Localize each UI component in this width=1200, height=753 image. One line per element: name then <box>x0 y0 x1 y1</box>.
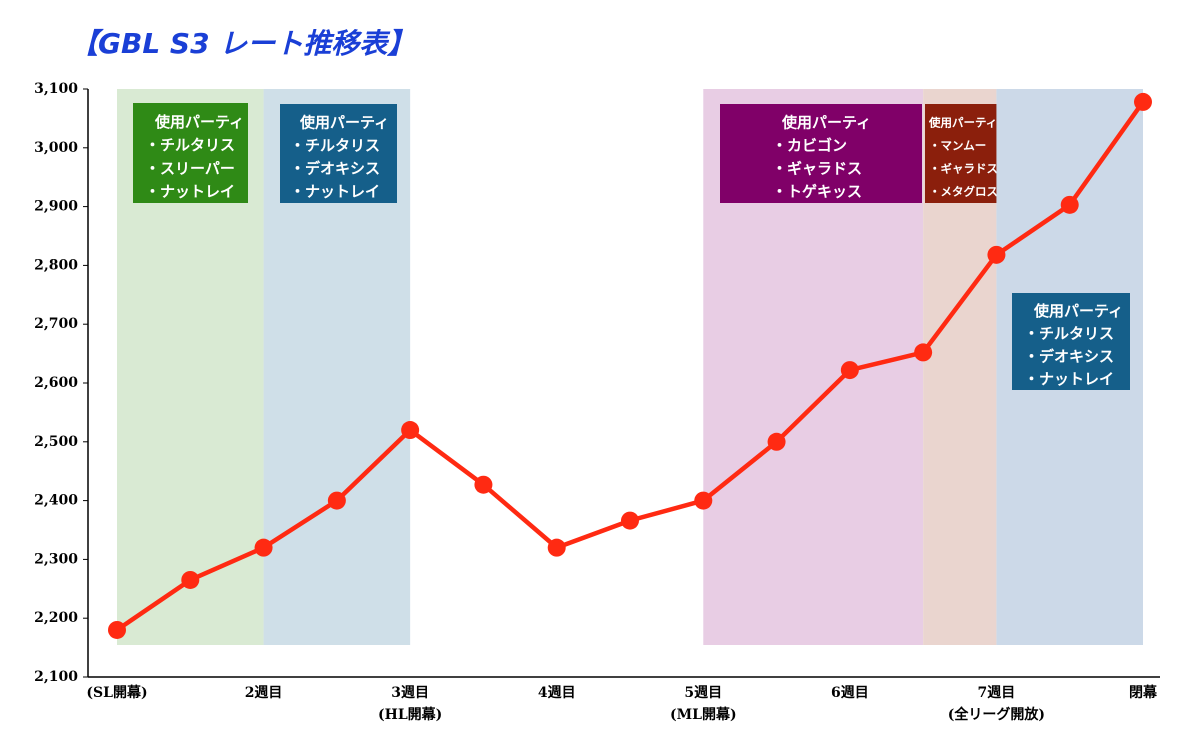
x-tick-label: 3週目 <box>391 685 429 701</box>
party-box <box>925 104 997 203</box>
point <box>767 432 786 451</box>
point <box>327 491 346 510</box>
party-box-item: ・チルタリス <box>290 137 380 155</box>
point <box>108 620 126 639</box>
party-box-item: ・ギャラドス <box>929 162 998 176</box>
point <box>621 511 639 530</box>
party-box-title: 使用パーティ <box>299 114 389 132</box>
x-tick-note: (ML開幕) <box>670 706 737 723</box>
y-tick-label: 2,900 <box>34 199 78 215</box>
x-tick-note: (全リーグ開放) <box>948 706 1045 723</box>
y-tick-label: 3,100 <box>34 81 78 97</box>
party-box-item: ・チルタリス <box>145 136 235 154</box>
y-tick-label: 2,100 <box>34 669 78 685</box>
party-box-title: 使用パーティ <box>1033 302 1123 320</box>
point <box>987 245 1006 264</box>
y-tick-label: 2,200 <box>34 610 78 626</box>
party-box-item: ・スリーパー <box>145 159 235 177</box>
x-tick-label: (SL開幕) <box>86 684 147 701</box>
x-tick-label: 2週目 <box>245 685 283 701</box>
party-box-item: ・メタグロス <box>929 185 998 199</box>
point <box>1134 92 1152 111</box>
point <box>840 361 859 380</box>
x-tick-label: 4週目 <box>538 685 576 701</box>
y-tick-label: 2,800 <box>34 257 78 273</box>
y-tick-label: 2,700 <box>34 316 78 332</box>
y-tick-label: 3,000 <box>34 140 78 156</box>
party-box <box>1012 293 1130 390</box>
party-box-item: ・ナットレイ <box>1024 370 1114 388</box>
point <box>254 538 273 557</box>
party-box-item: ・ナットレイ <box>145 183 235 201</box>
party-box-item: ・マンムー <box>929 139 986 153</box>
chart-title: 【GBL S3 レート推移表】 <box>70 27 415 60</box>
party-box-title: 使用パーティ <box>928 116 997 130</box>
x-tick-note: (HL開幕) <box>378 706 442 723</box>
party-box-item: ・デオキシス <box>1024 347 1114 365</box>
x-tick-label: 閉幕 <box>1129 684 1158 701</box>
party-box-item: ・ギャラドス <box>772 160 862 178</box>
point <box>474 475 493 494</box>
party-box <box>720 104 922 203</box>
x-tick-label: 5週目 <box>684 685 722 701</box>
party-box-title: 使用パーティ <box>781 114 871 132</box>
point <box>547 538 566 557</box>
party-box-item: ・チルタリス <box>1024 325 1114 343</box>
party-box-item: ・トゲキッス <box>772 183 862 201</box>
y-tick-label: 2,300 <box>34 551 78 567</box>
y-tick-label: 2,500 <box>34 434 78 450</box>
y-tick-label: 2,600 <box>34 375 78 391</box>
point <box>1060 195 1079 214</box>
point <box>181 570 200 589</box>
x-tick-label: 7週目 <box>978 685 1016 701</box>
point <box>694 491 713 510</box>
x-tick-label: 6週目 <box>831 685 869 701</box>
party-box-item: ・カビゴン <box>772 137 847 155</box>
party-box-item: ・ナットレイ <box>290 183 380 201</box>
party-box <box>133 103 248 203</box>
party-box <box>280 104 397 203</box>
point <box>401 421 420 440</box>
party-box-title: 使用パーティ <box>154 113 244 131</box>
point <box>914 343 933 362</box>
y-tick-label: 2,400 <box>34 493 78 509</box>
party-box-item: ・デオキシス <box>290 160 380 178</box>
